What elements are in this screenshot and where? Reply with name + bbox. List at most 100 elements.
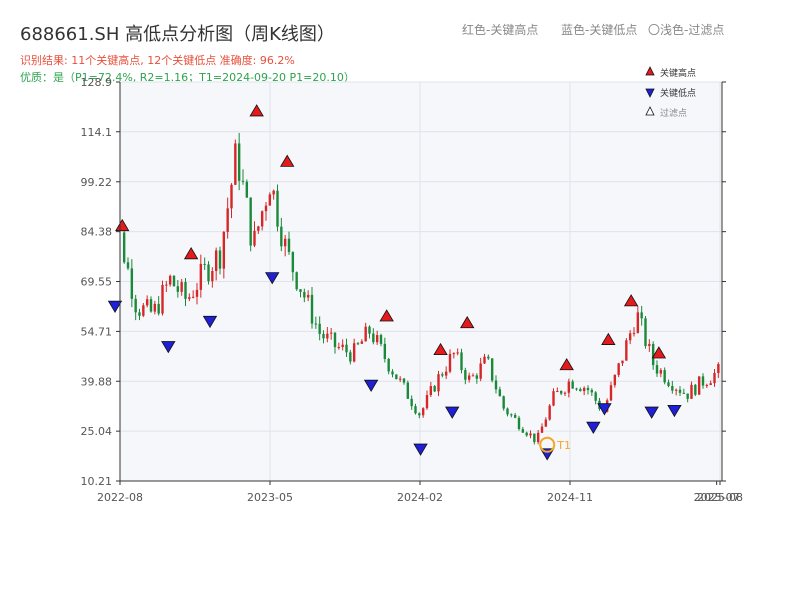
candle-body — [184, 282, 187, 299]
legend-label: 过滤点 — [660, 107, 687, 119]
candle-body — [130, 268, 134, 299]
y-tick-label: 54.71 — [81, 325, 113, 338]
candle-body — [291, 252, 295, 273]
candle-body — [322, 333, 325, 339]
candle-body — [513, 414, 517, 418]
candle-body — [249, 197, 252, 246]
candle-body — [498, 389, 502, 397]
candle-body — [464, 370, 467, 380]
candle-body — [460, 352, 463, 371]
candle-body — [372, 333, 375, 343]
key-low-marker — [161, 341, 176, 354]
subtitle-result: 识别结果: 11个关键高点, 12个关键低点 准确度: 96.2% — [20, 54, 295, 67]
chart-title: 688661.SH 高低点分析图（周K线图） — [20, 24, 335, 45]
candle-body — [230, 184, 233, 209]
candle-body — [326, 333, 329, 339]
candle-body — [678, 389, 682, 393]
candle-body — [425, 395, 429, 409]
y-tick-label: 69.55 — [81, 276, 113, 289]
x-tick-label: 2024-11 — [547, 491, 593, 504]
candle-body — [195, 289, 199, 297]
candle-body — [667, 382, 670, 387]
t1-label: T1 — [556, 439, 571, 452]
candle-body — [387, 358, 390, 372]
candle-body — [337, 347, 341, 349]
candle-body — [525, 432, 528, 436]
candle-body — [682, 392, 686, 394]
candle-body — [352, 343, 356, 362]
candle-body — [383, 343, 387, 359]
candle-body — [563, 392, 567, 394]
candle-body — [475, 375, 479, 379]
candle-body — [280, 226, 283, 247]
x-tick-label: 2022-08 — [97, 491, 143, 504]
candle-body — [310, 294, 314, 324]
x-tick-label: 2024-02 — [397, 491, 443, 504]
key-high-marker — [651, 346, 667, 359]
candle-body — [295, 272, 298, 290]
candle-body — [414, 406, 417, 414]
candle-body — [544, 419, 548, 427]
key-high-marker — [433, 342, 448, 356]
candle-body — [655, 365, 659, 374]
key-low-marker — [667, 404, 682, 418]
candle-body — [138, 312, 141, 316]
key-high-marker — [460, 315, 475, 329]
candle-body — [421, 408, 425, 416]
candle-body — [521, 429, 525, 433]
t1-ring — [539, 436, 556, 453]
candle-body — [283, 238, 287, 247]
candle-body — [329, 332, 333, 334]
key-low-marker — [202, 315, 218, 329]
candle-body — [402, 378, 406, 383]
candle-body — [345, 344, 348, 353]
candle-body — [609, 385, 613, 401]
key-high-marker — [379, 309, 394, 322]
candle-body — [441, 374, 444, 376]
key-low-marker — [586, 421, 601, 434]
candle-body — [356, 343, 360, 345]
candle-body — [306, 294, 310, 298]
candle-body — [444, 371, 448, 376]
key-high-marker — [249, 104, 264, 117]
legend-symbol — [645, 88, 655, 98]
candle-body — [165, 284, 168, 286]
key-high-marker — [280, 154, 295, 167]
subtitle-quality: 优质：是（P1=72.4%, R2=1.16；T1=2024-09-20 P1=… — [20, 71, 355, 84]
candle-body — [590, 390, 594, 393]
key-high-marker — [601, 332, 616, 345]
candle-body — [548, 405, 551, 420]
candle-body — [437, 374, 440, 392]
candle-body — [142, 305, 145, 316]
markers: T1 — [107, 104, 682, 461]
candle-body — [257, 226, 260, 231]
candle-body — [556, 390, 559, 392]
candle-body — [483, 356, 486, 364]
candle-body — [433, 386, 436, 392]
candle-body — [207, 264, 210, 282]
candle-body — [517, 417, 521, 430]
candle-body — [717, 364, 720, 374]
candle-body — [134, 298, 137, 313]
candle-body — [341, 344, 344, 348]
candle-body — [391, 371, 394, 375]
candle-body — [157, 303, 160, 314]
candle-body — [126, 262, 130, 269]
candle-body — [299, 289, 302, 292]
candle-body — [222, 231, 226, 269]
candle-body — [272, 190, 275, 195]
key-low-marker — [265, 272, 280, 285]
candle-body — [571, 381, 574, 389]
y-tick-label: 128.9 — [81, 76, 113, 89]
candle-body — [448, 353, 452, 372]
candle-body — [149, 299, 153, 312]
y-tick-label: 114.1 — [81, 126, 113, 139]
candle-body — [540, 426, 544, 433]
candle-body — [245, 181, 249, 198]
candle-body — [333, 332, 337, 348]
candle-body — [621, 360, 624, 364]
candle-body — [199, 263, 203, 290]
candle-body — [686, 393, 689, 399]
candle-body — [349, 352, 352, 362]
